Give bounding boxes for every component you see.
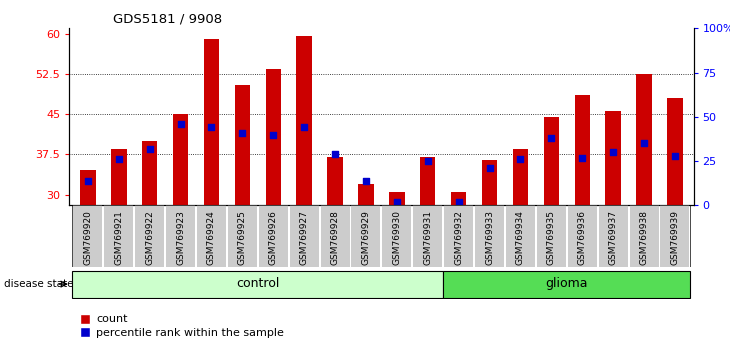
Bar bbox=[204, 39, 219, 205]
Bar bbox=[234, 85, 250, 205]
FancyBboxPatch shape bbox=[72, 270, 443, 298]
Bar bbox=[142, 141, 158, 205]
FancyBboxPatch shape bbox=[228, 205, 257, 267]
Text: GSM769932: GSM769932 bbox=[454, 210, 463, 265]
Point bbox=[484, 165, 496, 171]
Text: GDS5181 / 9908: GDS5181 / 9908 bbox=[113, 12, 222, 25]
FancyBboxPatch shape bbox=[568, 205, 597, 267]
Text: glioma: glioma bbox=[545, 277, 588, 290]
Point bbox=[422, 158, 434, 164]
FancyBboxPatch shape bbox=[599, 205, 628, 267]
Legend: count, percentile rank within the sample: count, percentile rank within the sample bbox=[75, 310, 288, 342]
Point bbox=[453, 199, 464, 205]
Text: GSM769936: GSM769936 bbox=[577, 210, 587, 265]
Text: GSM769924: GSM769924 bbox=[207, 210, 216, 265]
Text: GSM769935: GSM769935 bbox=[547, 210, 556, 265]
Text: GSM769920: GSM769920 bbox=[83, 210, 93, 265]
Text: GSM769931: GSM769931 bbox=[423, 210, 432, 265]
Bar bbox=[637, 74, 652, 205]
Text: GSM769927: GSM769927 bbox=[300, 210, 309, 265]
FancyBboxPatch shape bbox=[506, 205, 535, 267]
FancyBboxPatch shape bbox=[629, 205, 658, 267]
Bar bbox=[451, 192, 466, 205]
Bar bbox=[482, 160, 497, 205]
FancyBboxPatch shape bbox=[537, 205, 566, 267]
Text: GSM769923: GSM769923 bbox=[176, 210, 185, 265]
Text: GSM769928: GSM769928 bbox=[331, 210, 339, 265]
Point bbox=[329, 151, 341, 157]
Point bbox=[267, 132, 279, 137]
Bar bbox=[667, 98, 683, 205]
Text: disease state: disease state bbox=[4, 279, 73, 289]
FancyBboxPatch shape bbox=[444, 205, 473, 267]
FancyBboxPatch shape bbox=[197, 205, 226, 267]
Bar bbox=[512, 149, 529, 205]
FancyBboxPatch shape bbox=[351, 205, 380, 267]
Text: GSM769925: GSM769925 bbox=[238, 210, 247, 265]
FancyBboxPatch shape bbox=[475, 205, 504, 267]
Bar bbox=[111, 149, 126, 205]
Text: GSM769934: GSM769934 bbox=[516, 210, 525, 265]
Bar bbox=[389, 192, 404, 205]
FancyBboxPatch shape bbox=[383, 205, 412, 267]
Text: GSM769937: GSM769937 bbox=[609, 210, 618, 265]
Point bbox=[206, 125, 218, 130]
Bar bbox=[80, 171, 96, 205]
Point bbox=[515, 156, 526, 162]
Point bbox=[577, 155, 588, 160]
Point bbox=[545, 135, 557, 141]
FancyBboxPatch shape bbox=[104, 205, 134, 267]
FancyBboxPatch shape bbox=[258, 205, 288, 267]
Text: GSM769922: GSM769922 bbox=[145, 210, 154, 265]
Text: GSM769921: GSM769921 bbox=[115, 210, 123, 265]
Text: GSM769930: GSM769930 bbox=[392, 210, 402, 265]
Point bbox=[144, 146, 155, 152]
Bar bbox=[327, 157, 343, 205]
Bar bbox=[544, 117, 559, 205]
Bar bbox=[173, 114, 188, 205]
Bar bbox=[605, 112, 621, 205]
Bar bbox=[266, 69, 281, 205]
FancyBboxPatch shape bbox=[413, 205, 442, 267]
Text: GSM769938: GSM769938 bbox=[639, 210, 648, 265]
Point bbox=[607, 149, 619, 155]
Point bbox=[391, 199, 403, 205]
Point bbox=[174, 121, 186, 127]
FancyBboxPatch shape bbox=[135, 205, 164, 267]
Text: GSM769929: GSM769929 bbox=[361, 210, 371, 265]
Point bbox=[669, 153, 681, 159]
Point bbox=[360, 178, 372, 183]
FancyBboxPatch shape bbox=[443, 270, 691, 298]
Text: GSM769933: GSM769933 bbox=[485, 210, 494, 265]
Bar bbox=[358, 184, 374, 205]
FancyBboxPatch shape bbox=[290, 205, 319, 267]
Bar bbox=[420, 157, 436, 205]
Text: control: control bbox=[236, 277, 280, 290]
Text: GSM769926: GSM769926 bbox=[269, 210, 278, 265]
Point bbox=[113, 156, 125, 162]
FancyBboxPatch shape bbox=[320, 205, 350, 267]
Text: GSM769939: GSM769939 bbox=[670, 210, 680, 265]
Point bbox=[638, 141, 650, 146]
Point bbox=[237, 130, 248, 136]
Bar bbox=[296, 36, 312, 205]
Point bbox=[82, 178, 93, 183]
FancyBboxPatch shape bbox=[74, 205, 102, 267]
FancyBboxPatch shape bbox=[166, 205, 195, 267]
Point bbox=[299, 125, 310, 130]
Bar bbox=[575, 95, 590, 205]
FancyBboxPatch shape bbox=[661, 205, 689, 267]
